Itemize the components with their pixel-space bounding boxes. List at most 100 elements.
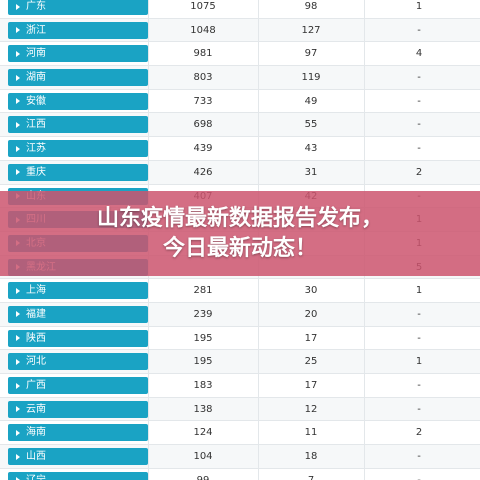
column-divider xyxy=(148,89,149,113)
province-label: 浙江 xyxy=(26,24,46,36)
caret-right-icon xyxy=(16,121,20,128)
province-label: 河南 xyxy=(26,48,46,60)
table-cell-col2: 98 xyxy=(304,1,318,12)
table-cell-col2: 12 xyxy=(304,403,318,415)
table-row: 山西 104 18 - xyxy=(0,445,480,469)
column-divider xyxy=(148,326,149,350)
column-divider xyxy=(364,302,365,326)
province-cell[interactable]: 山西 xyxy=(8,448,148,466)
caret-right-icon xyxy=(16,287,20,294)
table-cell-col3: - xyxy=(417,403,421,415)
column-divider xyxy=(364,89,365,113)
headline-line-1: 山东疫情最新数据报告发布， xyxy=(96,205,383,231)
column-divider xyxy=(258,160,259,184)
province-cell[interactable]: 江苏 xyxy=(8,140,148,158)
table-cell-col3: 1 xyxy=(415,285,423,297)
table-cell-col1: 183 xyxy=(193,380,213,391)
province-label: 安徽 xyxy=(26,95,46,107)
table-row: 陕西 195 17 - xyxy=(0,326,480,351)
table-cell-col2: 11 xyxy=(304,427,318,439)
table-cell-col3: - xyxy=(417,332,421,344)
column-divider xyxy=(258,18,259,42)
table-row: 海南 124 11 2 xyxy=(0,421,480,446)
column-divider xyxy=(258,445,259,468)
caret-right-icon xyxy=(16,429,20,436)
table-row: 福建 239 20 - xyxy=(0,302,480,327)
column-divider xyxy=(148,468,149,480)
province-cell[interactable]: 河北 xyxy=(8,353,148,371)
province-label: 江苏 xyxy=(26,143,46,155)
column-divider xyxy=(364,421,365,445)
province-label: 重庆 xyxy=(26,166,46,178)
column-divider xyxy=(364,18,365,42)
province-label: 陕西 xyxy=(26,332,46,344)
column-divider xyxy=(364,137,365,160)
province-cell[interactable]: 浙江 xyxy=(8,21,148,39)
column-divider xyxy=(364,468,365,480)
column-divider xyxy=(258,350,259,373)
table-cell-col3: - xyxy=(417,451,421,463)
province-cell[interactable]: 广西 xyxy=(8,377,148,394)
caret-right-icon xyxy=(16,335,20,342)
province-cell[interactable]: 河南 xyxy=(8,45,148,63)
province-cell[interactable]: 上海 xyxy=(8,282,148,300)
column-divider xyxy=(258,137,259,160)
table-row: 湖南 803 119 - xyxy=(0,66,480,90)
column-divider xyxy=(364,0,365,18)
table-cell-col2: 119 xyxy=(301,72,321,84)
province-cell[interactable]: 广东 xyxy=(8,0,148,15)
table-row: 上海 281 30 1 xyxy=(0,279,480,303)
table-row: 河南 981 97 4 xyxy=(0,42,480,67)
table-cell-col1: 733 xyxy=(193,95,213,107)
province-cell[interactable]: 云南 xyxy=(8,400,148,418)
headline-banner: 山东疫情最新数据报告发布， 今日最新动态！ xyxy=(0,191,480,276)
column-divider xyxy=(148,160,149,184)
column-divider xyxy=(258,374,259,397)
table-cell-col2: 18 xyxy=(304,451,318,463)
province-cell[interactable]: 辽宁 xyxy=(8,471,148,480)
table-cell-col3: 2 xyxy=(415,166,423,178)
province-cell[interactable]: 江西 xyxy=(8,116,148,134)
table-cell-col2: 49 xyxy=(304,95,318,107)
column-divider xyxy=(148,113,149,137)
column-divider xyxy=(148,137,149,160)
table-row: 云南 138 12 - xyxy=(0,397,480,422)
table-cell-col2: 55 xyxy=(304,119,318,131)
column-divider xyxy=(364,279,365,302)
table-cell-col1: 124 xyxy=(193,427,213,439)
caret-right-icon xyxy=(16,145,20,152)
column-divider xyxy=(258,113,259,137)
column-divider xyxy=(364,350,365,373)
table-cell-col2: 31 xyxy=(304,166,318,178)
column-divider xyxy=(364,66,365,89)
province-cell[interactable]: 福建 xyxy=(8,305,148,323)
table-cell-col1: 1075 xyxy=(190,1,216,12)
table-cell-col2: 20 xyxy=(304,308,318,320)
table-cell-col2: 30 xyxy=(304,285,318,297)
table-cell-col1: 698 xyxy=(193,119,213,131)
table-row: 重庆 426 31 2 xyxy=(0,160,480,185)
province-label: 江西 xyxy=(26,119,46,131)
table-cell-col3: - xyxy=(417,95,421,107)
column-divider xyxy=(258,66,259,89)
column-divider xyxy=(258,468,259,480)
table-cell-col1: 195 xyxy=(193,332,213,344)
column-divider xyxy=(148,66,149,89)
province-cell[interactable]: 陕西 xyxy=(8,329,148,347)
province-cell[interactable]: 海南 xyxy=(8,424,148,442)
table-cell-col3: 1 xyxy=(415,356,423,368)
province-label: 河北 xyxy=(26,356,46,368)
province-cell[interactable]: 重庆 xyxy=(8,163,148,181)
caret-right-icon xyxy=(16,358,20,365)
province-label: 云南 xyxy=(26,403,46,415)
province-cell[interactable]: 湖南 xyxy=(8,69,148,87)
table-cell-col3: - xyxy=(417,308,421,320)
table-row: 江苏 439 43 - xyxy=(0,137,480,161)
table-cell-col2: 17 xyxy=(304,332,318,344)
column-divider xyxy=(148,279,149,302)
table-row: 辽宁 997- xyxy=(0,468,480,480)
caret-right-icon xyxy=(16,50,20,57)
caret-right-icon xyxy=(16,311,20,318)
province-cell[interactable]: 安徽 xyxy=(8,92,148,110)
province-label: 上海 xyxy=(26,285,46,297)
